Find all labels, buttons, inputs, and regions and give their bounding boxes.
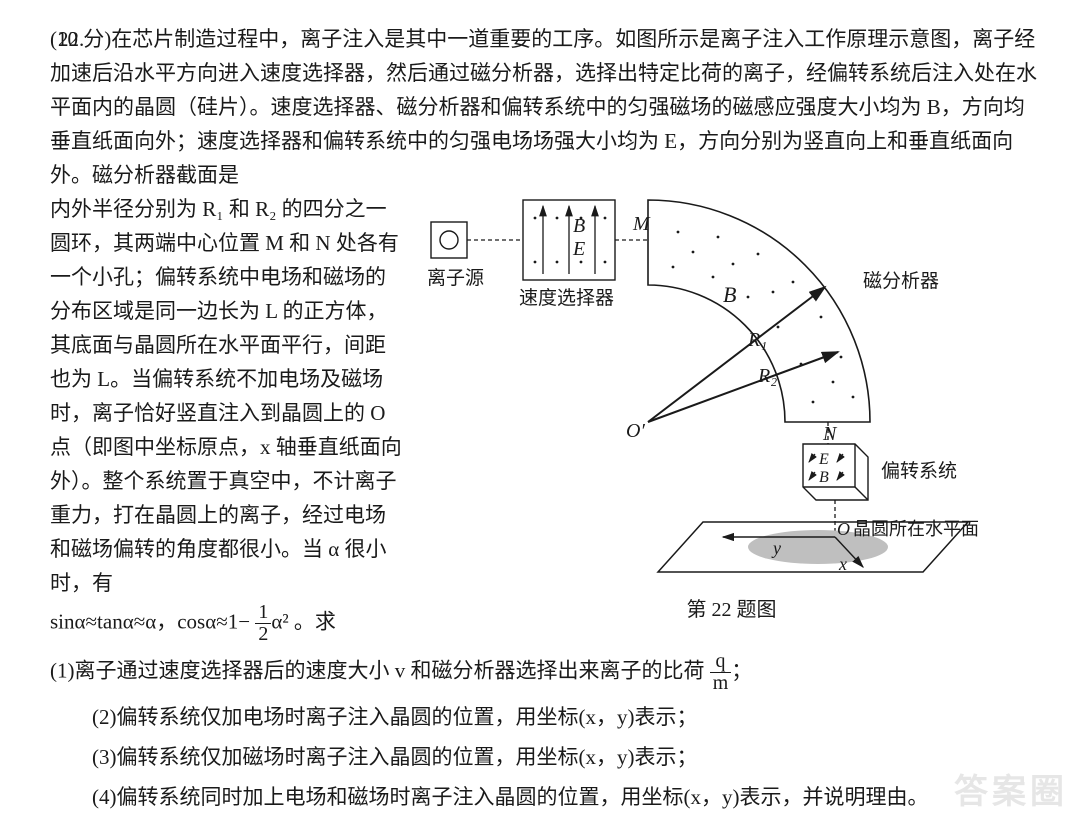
subq-2: (2)偏转系统仅加电场时离子注入晶圆的位置，用坐标(x，y)表示； <box>50 700 1040 734</box>
label-ion-source: 离子源 <box>427 267 484 289</box>
label-R2: R₂ <box>757 365 777 387</box>
label-M: M <box>632 213 651 235</box>
subq-4: (4)偏转系统同时加上电场和磁场时离子注入晶圆的位置，用坐标(x，y)表示，并说… <box>50 780 1040 814</box>
frac-half-d: 2 <box>255 624 271 645</box>
approx-line: sinα≈tanα≈α，cosα≈1− 1 2 α² 。求 <box>50 602 405 645</box>
subq-1: (1)离子通过速度选择器后的速度大小 v 和磁分析器选择出来离子的比荷 q m … <box>50 651 1040 694</box>
label-O: O <box>837 519 850 539</box>
para-full: 在芯片制造过程中，离子注入是其中一道重要的工序。如图所示是离子注入工作原理示意图… <box>50 27 1037 187</box>
figure: 离子源 B E 速度选择器 <box>423 192 998 582</box>
label-deflection-system: 偏转系统 <box>881 460 957 482</box>
watermark: 答案圈 <box>954 765 1068 820</box>
label-R1: R₁ <box>747 329 767 351</box>
label-B2: B <box>723 282 736 307</box>
label-B3: B <box>819 469 829 486</box>
label-wafer-plane: 晶圆所在水平面 <box>853 519 979 539</box>
figure-caption: 第 22 题图 <box>423 594 1040 626</box>
para-left: 内外半径分别为 R₁ 和 R₂ 的四分之一圆环，其两端中心位置 M 和 N 处各… <box>50 197 402 595</box>
subq-3: (3)偏转系统仅加磁场时离子注入晶圆的位置，用坐标(x，y)表示； <box>50 740 1040 774</box>
frac-qm-n: q <box>710 651 732 673</box>
label-velocity-selector: 速度选择器 <box>519 287 614 309</box>
label-mag-analyzer: 磁分析器 <box>863 270 939 292</box>
label-x: x <box>838 554 847 574</box>
frac-qm: q m <box>710 651 732 694</box>
sub1-post: ； <box>731 658 752 682</box>
label-Oprime: O′ <box>626 420 645 442</box>
label-E1: E <box>572 238 585 260</box>
approx-post: α² 。求 <box>271 610 336 634</box>
question-number: 22. <box>58 22 84 56</box>
label-E2: E <box>818 451 829 468</box>
sub1-pre: (1)离子通过速度选择器后的速度大小 v 和磁分析器选择出来离子的比荷 <box>50 658 704 682</box>
label-B1: B <box>573 215 585 237</box>
frac-half-n: 1 <box>255 602 271 624</box>
label-y: y <box>771 538 781 558</box>
frac-qm-d: m <box>710 673 732 694</box>
frac-half: 1 2 <box>255 602 271 645</box>
label-N: N <box>822 423 838 445</box>
approx-pre: sinα≈tanα≈α，cosα≈1− <box>50 610 250 634</box>
